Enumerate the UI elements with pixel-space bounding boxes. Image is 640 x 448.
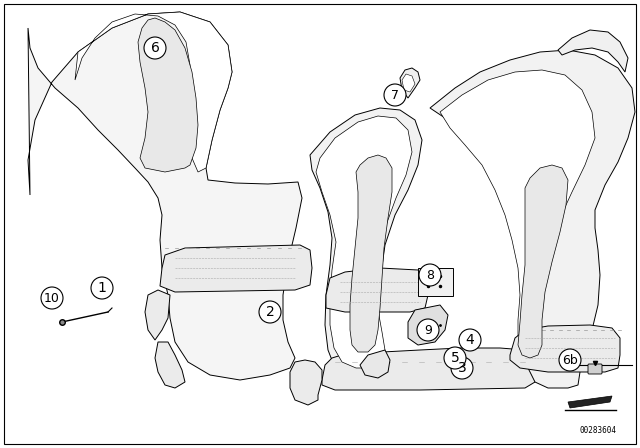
Circle shape <box>419 264 441 286</box>
Polygon shape <box>510 325 620 372</box>
Polygon shape <box>440 70 595 362</box>
Text: 8: 8 <box>426 268 434 281</box>
Polygon shape <box>350 155 392 352</box>
Polygon shape <box>145 290 170 340</box>
Polygon shape <box>322 348 538 390</box>
Text: 4: 4 <box>466 333 474 347</box>
Circle shape <box>444 347 466 369</box>
Polygon shape <box>408 305 448 345</box>
Polygon shape <box>155 342 185 388</box>
Circle shape <box>384 84 406 106</box>
Text: 10: 10 <box>44 292 60 305</box>
Text: 9: 9 <box>424 323 432 336</box>
Polygon shape <box>326 268 428 312</box>
Polygon shape <box>316 116 412 368</box>
Circle shape <box>259 301 281 323</box>
Polygon shape <box>75 12 232 172</box>
Polygon shape <box>558 30 628 72</box>
FancyBboxPatch shape <box>588 364 602 374</box>
Circle shape <box>91 277 113 299</box>
Polygon shape <box>360 350 390 378</box>
Circle shape <box>417 319 439 341</box>
Circle shape <box>451 357 473 379</box>
Polygon shape <box>430 50 635 388</box>
Text: 1: 1 <box>97 281 106 295</box>
Polygon shape <box>28 12 302 380</box>
Bar <box>418 268 453 296</box>
Circle shape <box>41 287 63 309</box>
Text: 2: 2 <box>266 305 275 319</box>
Text: 6: 6 <box>150 41 159 55</box>
Circle shape <box>144 37 166 59</box>
Polygon shape <box>310 108 422 380</box>
Polygon shape <box>160 245 312 292</box>
Polygon shape <box>138 18 198 172</box>
Polygon shape <box>402 74 415 92</box>
Text: 00283604: 00283604 <box>579 426 616 435</box>
Text: 7: 7 <box>391 89 399 102</box>
Text: 6b: 6b <box>562 353 578 366</box>
Polygon shape <box>290 360 322 405</box>
Text: 5: 5 <box>451 351 460 365</box>
Polygon shape <box>400 68 420 98</box>
Polygon shape <box>518 165 568 358</box>
Text: 3: 3 <box>458 361 467 375</box>
Circle shape <box>559 349 581 371</box>
Circle shape <box>459 329 481 351</box>
Polygon shape <box>568 396 612 408</box>
